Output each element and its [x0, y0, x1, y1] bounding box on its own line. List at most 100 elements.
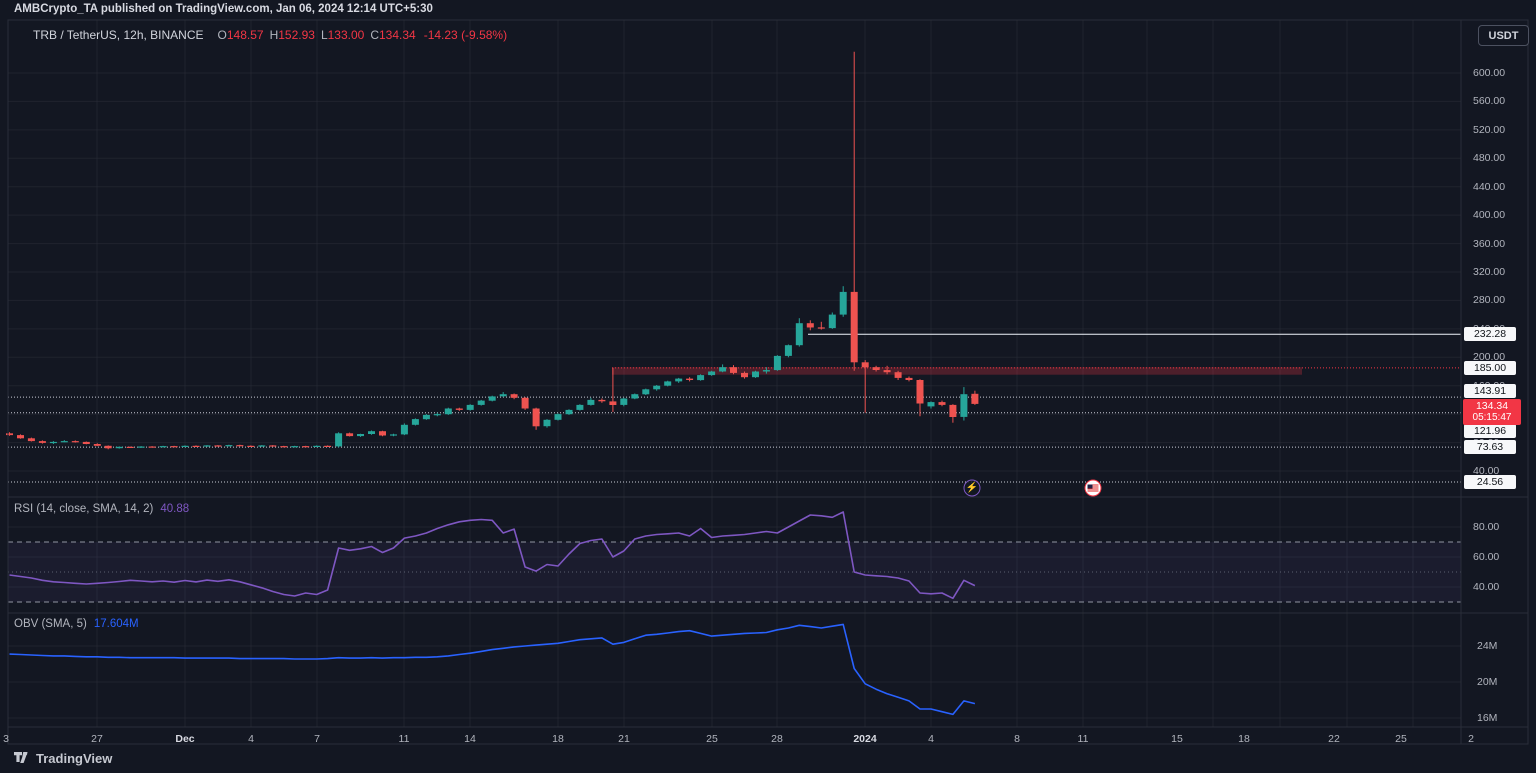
candle	[258, 445, 266, 447]
time-axis-label: 25	[1395, 733, 1407, 745]
publish-text: AMBCrypto_TA published on TradingView.co…	[14, 3, 433, 15]
price-axis[interactable]: 600.00 560.00 520.00 480.00 440.00 400.00 360.…	[0, 0, 1536, 744]
candle	[38, 441, 46, 443]
candles	[6, 51, 979, 450]
candle	[214, 445, 222, 447]
time-axis-label: 8	[1014, 733, 1020, 745]
time-axis-label: 7	[314, 733, 320, 745]
candle	[104, 445, 112, 449]
time-axis-label: 2	[1468, 733, 1474, 745]
candle	[71, 441, 79, 443]
rsi-tick-label: 40.00	[1473, 581, 1500, 593]
symbol-legend: TRB / TetherUS, 12h, BINANCE O148.57 H152.…	[33, 28, 507, 42]
candle	[27, 438, 35, 442]
candle	[324, 445, 332, 447]
candle	[379, 431, 386, 436]
candle	[159, 446, 167, 448]
candle	[949, 404, 957, 417]
supply-zone	[612, 367, 1302, 375]
candle	[148, 446, 156, 448]
candle	[291, 446, 299, 448]
candle	[433, 414, 441, 416]
candle	[894, 372, 902, 378]
candle	[357, 434, 364, 437]
candle	[422, 414, 430, 420]
candle	[488, 396, 496, 401]
candle	[115, 446, 123, 449]
change-value: -14.23 (-9.58%)	[423, 28, 508, 42]
us-flag-event-icon[interactable]	[1084, 479, 1102, 497]
price-tick-label: 600.00	[1473, 67, 1506, 79]
time-axis-label: 11	[398, 733, 410, 745]
tradingview-logo-icon	[14, 752, 28, 763]
rsi-tick-label: 80.00	[1473, 521, 1500, 533]
candle	[346, 433, 354, 437]
time-axis-label: 21	[618, 733, 630, 745]
candle	[137, 446, 145, 448]
candle	[269, 445, 277, 447]
candle	[126, 446, 134, 448]
rsi-line	[9, 511, 976, 600]
publish-bar: AMBCrypto_TA published on TradingView.co…	[0, 0, 1536, 20]
candle	[411, 419, 419, 425]
candle	[664, 381, 672, 386]
candle	[236, 445, 244, 447]
obv-line	[9, 623, 976, 716]
candle	[806, 323, 814, 328]
candle	[477, 400, 485, 405]
pane-borders	[7, 19, 1529, 745]
time-axis-label: 15	[1171, 733, 1183, 745]
candle	[828, 314, 836, 329]
price-tick-label: 40.00	[1473, 465, 1500, 477]
candle	[784, 345, 792, 356]
candle	[302, 446, 310, 448]
candle	[466, 404, 474, 410]
candle	[280, 446, 288, 448]
candle	[719, 367, 727, 372]
open-value: 148.57	[226, 28, 264, 42]
candle	[938, 402, 946, 405]
high-label: H	[269, 28, 279, 42]
candle-countdown: 05:15:47	[1472, 411, 1512, 423]
time-axis-label: 4	[928, 733, 934, 745]
candle	[60, 441, 68, 443]
price-level-label: 185.00	[1464, 360, 1516, 375]
candle	[225, 445, 233, 447]
candle	[653, 385, 661, 390]
price-level-label: 73.63	[1464, 440, 1516, 455]
candle	[17, 435, 24, 439]
candle	[960, 394, 968, 417]
currency-toggle-button[interactable]: USDT	[1478, 25, 1529, 46]
candle	[752, 371, 759, 378]
rsi-pane-header: RSI (14, close, SMA, 14, 2) 40.88	[14, 503, 189, 515]
candle	[730, 367, 737, 373]
candle	[773, 355, 781, 371]
time-axis[interactable]: 3 27 Dec 4 7 11 14 18 21 25 28 2024 4 8 11 15 18 22 25 2	[0, 727, 1536, 747]
price-level-label: 143.91	[1464, 384, 1516, 398]
low-label: L	[320, 28, 328, 42]
footer-bar: TradingView	[0, 747, 1536, 773]
time-axis-label: 18	[552, 733, 564, 745]
rsi-band	[8, 541, 1461, 603]
candle	[203, 445, 211, 447]
candle	[883, 370, 891, 373]
candle	[170, 446, 178, 448]
rsi-value: 40.88	[160, 503, 190, 515]
price-tick-label: 520.00	[1473, 123, 1506, 136]
lightning-event-icon[interactable]: ⚡	[963, 479, 981, 497]
grid	[8, 20, 1461, 727]
candle	[247, 445, 255, 447]
candle	[93, 444, 101, 446]
time-axis-label: 25	[706, 733, 718, 745]
time-axis-label: 28	[771, 733, 783, 745]
candle	[697, 375, 705, 381]
candle	[686, 378, 694, 380]
time-axis-label: Dec	[175, 733, 195, 745]
candle	[642, 389, 650, 395]
candle	[6, 433, 13, 436]
time-axis-label: 18	[1238, 733, 1250, 745]
candle	[620, 398, 628, 405]
candle	[587, 399, 595, 405]
